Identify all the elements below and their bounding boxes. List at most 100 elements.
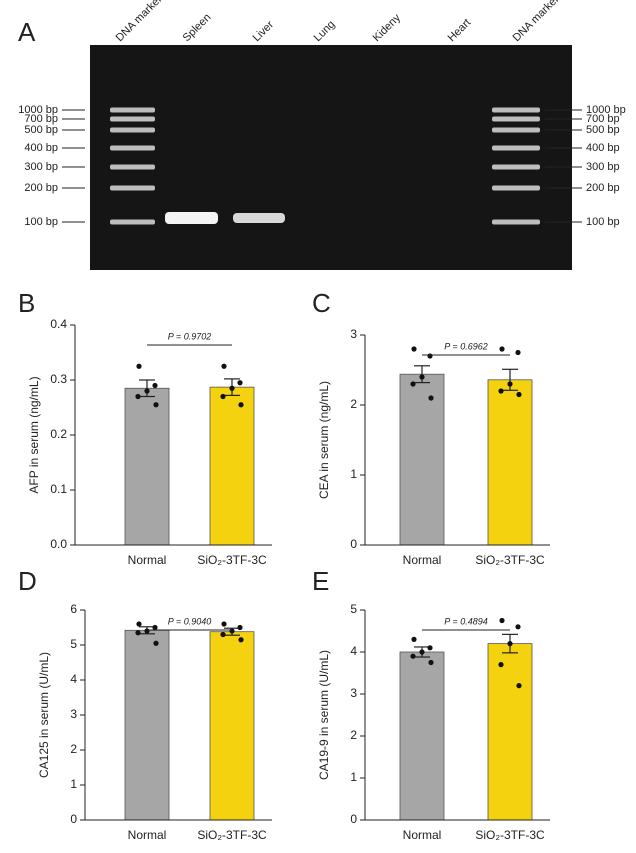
ladder-label: 1000 bp (586, 104, 626, 116)
ladder-band (492, 116, 540, 122)
data-point (498, 388, 504, 394)
lane-label: Spleen (181, 11, 214, 44)
y-tick-label: 4 (350, 644, 357, 658)
y-tick-label: 0.0 (50, 537, 67, 551)
data-point (419, 649, 425, 655)
x-tick-label: SiO₂-3TF-3C (197, 828, 267, 842)
y-axis-label: CA19-9 in serum (U/mL) (317, 650, 331, 780)
ladder-label: 300 bp (24, 161, 58, 173)
data-point (136, 621, 142, 627)
y-tick-label: 5 (350, 602, 357, 616)
data-point (499, 617, 505, 624)
x-tick-label: SiO₂-3TF-3C (475, 828, 545, 842)
data-point (144, 628, 150, 634)
y-tick-label: 5 (70, 637, 77, 651)
panel-label: C (312, 288, 331, 318)
data-point (237, 380, 243, 386)
ladder-label: 700 bp (24, 113, 58, 125)
data-point (410, 653, 416, 659)
gel-image (90, 45, 572, 270)
data-point (229, 385, 235, 391)
data-point (220, 631, 226, 638)
data-point (238, 637, 244, 643)
x-tick-label: Normal (403, 553, 442, 567)
y-tick-label: 0 (350, 537, 357, 551)
ladder-label: 300 bp (586, 161, 620, 173)
x-tick-label: Normal (403, 828, 442, 842)
ladder-band (110, 185, 155, 191)
significance-label: P = 0.9040 (168, 616, 211, 626)
y-tick-label: 0.4 (50, 317, 67, 331)
ladder-band (492, 164, 540, 170)
data-point (152, 382, 158, 389)
bar (487, 379, 533, 546)
ladder-band (110, 116, 155, 122)
ladder-band (492, 219, 540, 225)
y-tick-label: 4 (70, 672, 77, 686)
data-point (220, 393, 226, 400)
lane-label: Liver (251, 19, 277, 45)
y-tick-label: 2 (70, 742, 77, 756)
data-point (516, 391, 522, 398)
gel-band (165, 212, 218, 224)
y-tick-label: 0 (70, 812, 77, 826)
y-tick-label: 6 (70, 602, 77, 616)
data-point (427, 353, 433, 359)
data-point (411, 346, 417, 352)
bar (124, 629, 170, 821)
data-point (507, 381, 513, 387)
ladder-band (492, 145, 540, 151)
y-axis-label: CEA in serum (ng/mL) (317, 381, 331, 499)
significance-label: P = 0.6962 (444, 341, 487, 351)
ladder-band (110, 107, 155, 113)
lane-label: DNA marker (114, 0, 165, 44)
significance-label: P = 0.4894 (444, 616, 487, 626)
data-point (499, 346, 505, 352)
gel-band (233, 213, 285, 223)
y-tick-label: 1 (350, 467, 357, 481)
data-point (428, 659, 434, 666)
ladder-label: 500 bp (586, 124, 620, 136)
data-point (498, 662, 504, 668)
ladder-label: 500 bp (24, 124, 58, 136)
data-point (411, 636, 417, 643)
ladder-band (110, 219, 155, 225)
y-tick-label: 1 (350, 770, 357, 784)
data-point (144, 388, 150, 394)
ladder-band (110, 127, 155, 133)
ladder-label: 700 bp (586, 113, 620, 125)
data-point (507, 641, 513, 647)
data-point (238, 402, 244, 408)
y-tick-label: 0.3 (50, 372, 67, 386)
data-point (410, 381, 416, 387)
data-point (516, 683, 522, 689)
lane-label: DNA marker (511, 0, 562, 44)
data-point (237, 624, 243, 631)
ladder-band (492, 107, 540, 113)
ladder-label: 200 bp (586, 182, 620, 194)
data-point (221, 363, 227, 369)
data-point (153, 640, 159, 646)
y-tick-label: 3 (70, 707, 77, 721)
data-point (153, 402, 159, 408)
y-tick-label: 2 (350, 397, 357, 411)
y-tick-label: 3 (350, 686, 357, 700)
data-point (515, 349, 521, 356)
data-point (135, 630, 141, 636)
y-tick-label: 0.1 (50, 482, 67, 496)
bar (209, 631, 255, 821)
ladder-band (110, 164, 155, 170)
data-point (229, 628, 235, 634)
y-tick-label: 0 (350, 812, 357, 826)
bar (399, 651, 445, 821)
y-tick-label: 3 (350, 327, 357, 341)
y-tick-label: 1 (70, 777, 77, 791)
bar (209, 386, 255, 546)
data-point (427, 645, 433, 651)
x-tick-label: Normal (128, 553, 167, 567)
y-tick-label: 0.2 (50, 427, 67, 441)
bar (399, 373, 445, 546)
y-tick-label: 2 (350, 728, 357, 742)
